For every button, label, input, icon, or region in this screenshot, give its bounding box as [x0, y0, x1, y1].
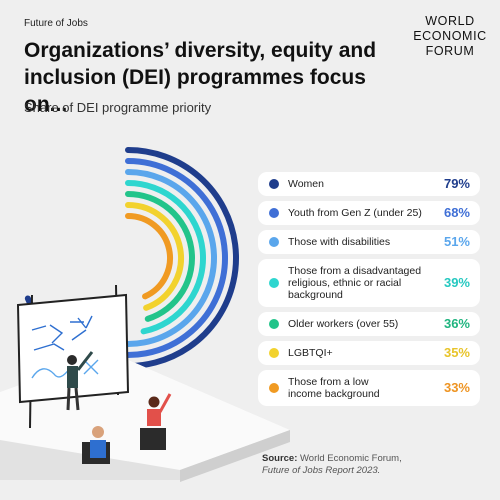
legend-label-line: income background: [288, 388, 380, 400]
whiteboard: [16, 284, 130, 429]
title-line-2: inclusion (DEI) programmes focus on...: [24, 66, 366, 116]
arc-5: [125, 191, 195, 322]
legend-dot: [269, 179, 279, 189]
source-text: World Economic Forum,: [300, 453, 402, 464]
legend-label-line: Those with disabilities: [288, 236, 391, 248]
data-label: 35%: [443, 345, 470, 360]
subtitle: Share of DEI programme priority: [24, 100, 212, 115]
legend-dot: [269, 278, 279, 288]
legend-label: Youth from Gen Z (under 25): [288, 207, 422, 219]
page-title: Organizations’ diversity, equity and inc…: [24, 37, 404, 118]
legend-row: LGBTQI+ 35%: [258, 341, 480, 365]
legend-row: Older workers (over 55) 36%: [258, 312, 480, 336]
legend-label-line: Older workers (over 55): [288, 318, 399, 330]
logo-line-2: ECONOMIC: [413, 29, 487, 43]
legend-dot: [269, 383, 279, 393]
wef-logo: WORLD ECONOMIC FORUM: [408, 14, 492, 59]
arc-7: [125, 213, 173, 300]
arc-4: [125, 180, 206, 335]
data-label: 39%: [443, 275, 470, 290]
legend-label-line: religious, ethnic or racial: [288, 277, 402, 289]
audience-left: [82, 426, 110, 464]
legend-row: Those with disabilities 51%: [258, 230, 480, 254]
legend-row: Those from a low income background 33%: [258, 370, 480, 406]
legend-label: Older workers (over 55): [288, 318, 398, 330]
legend-label-line: Those from a disadvantaged: [288, 265, 422, 277]
logo-line-1: WORLD: [425, 14, 475, 28]
data-label: 79%: [443, 176, 470, 191]
legend-dot: [269, 237, 279, 247]
legend: Women 79% Youth from Gen Z (under 25) 68% Th…: [258, 172, 480, 411]
legend-label-line: background: [288, 289, 343, 301]
legend-label-line: Women: [288, 178, 324, 190]
legend-dot: [269, 348, 279, 358]
legend-dot: [269, 319, 279, 329]
presenter: [66, 351, 94, 411]
source-label: Source:: [262, 453, 298, 464]
legend-row: Women 79%: [258, 172, 480, 196]
data-label: 33%: [443, 380, 470, 395]
title-line-1: Organizations’ diversity, equity and: [24, 39, 377, 62]
legend-row: Those from a disadvantaged religious, eth…: [258, 259, 480, 307]
legend-label-line: LGBTQI+: [288, 347, 333, 359]
legend-label-line: Youth from Gen Z (under 25): [288, 207, 422, 219]
audience-right: [140, 393, 172, 450]
kicker: Future of Jobs: [24, 18, 88, 29]
legend-label: LGBTQI+: [288, 347, 333, 359]
legend-label-line: Those from a low: [288, 376, 369, 388]
legend-row: Youth from Gen Z (under 25) 68%: [258, 201, 480, 225]
legend-label: Women: [288, 178, 324, 190]
legend-label: Those from a disadvantaged religious, eth…: [288, 265, 421, 301]
logo-line-3: FORUM: [425, 44, 475, 58]
legend-dot: [269, 208, 279, 218]
legend-label: Those from a low income background: [288, 376, 380, 400]
source-report: Future of Jobs Report 2023.: [262, 465, 381, 476]
source-note: Source: World Economic Forum, Future of …: [262, 453, 402, 477]
data-label: 51%: [443, 234, 470, 249]
data-label: 36%: [443, 316, 470, 331]
legend-label: Those with disabilities: [288, 236, 390, 248]
arc-6: [125, 202, 184, 311]
arc-3: [107, 169, 217, 347]
data-label: 68%: [443, 205, 470, 220]
